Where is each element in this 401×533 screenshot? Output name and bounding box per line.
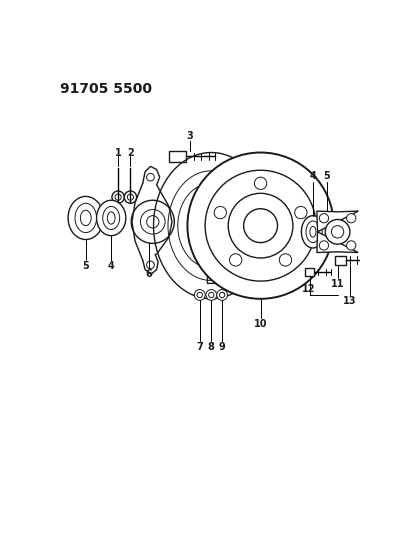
Ellipse shape	[75, 203, 97, 232]
Ellipse shape	[80, 210, 91, 225]
Text: 4: 4	[310, 172, 316, 181]
Ellipse shape	[302, 216, 324, 248]
Ellipse shape	[107, 212, 115, 224]
Text: 6: 6	[146, 269, 152, 279]
Circle shape	[209, 292, 214, 297]
Text: 91705 5500: 91705 5500	[61, 82, 152, 95]
Circle shape	[147, 216, 159, 228]
Circle shape	[319, 214, 328, 223]
Circle shape	[325, 220, 350, 244]
Ellipse shape	[97, 200, 126, 236]
Circle shape	[196, 199, 250, 253]
Text: 7: 7	[196, 342, 203, 352]
PathPatch shape	[317, 211, 358, 253]
FancyBboxPatch shape	[305, 268, 314, 276]
Text: 9: 9	[219, 342, 225, 352]
FancyBboxPatch shape	[335, 256, 346, 265]
Circle shape	[228, 193, 293, 258]
Circle shape	[363, 256, 372, 265]
Circle shape	[217, 289, 227, 301]
Circle shape	[205, 170, 316, 281]
Text: 3: 3	[186, 131, 193, 141]
Circle shape	[197, 292, 203, 297]
Ellipse shape	[318, 220, 335, 244]
Ellipse shape	[306, 221, 320, 243]
Text: 8: 8	[208, 342, 215, 352]
Circle shape	[131, 200, 174, 244]
Circle shape	[206, 289, 217, 301]
FancyBboxPatch shape	[169, 151, 186, 161]
Circle shape	[219, 292, 225, 297]
Circle shape	[279, 254, 292, 266]
Circle shape	[147, 261, 154, 269]
Circle shape	[214, 206, 227, 219]
Text: 2: 2	[127, 148, 134, 158]
Circle shape	[346, 214, 356, 223]
Text: 1: 1	[115, 148, 122, 158]
Circle shape	[244, 209, 277, 243]
Circle shape	[140, 209, 165, 234]
Circle shape	[229, 254, 242, 266]
Ellipse shape	[310, 227, 316, 237]
Circle shape	[207, 210, 238, 241]
Circle shape	[147, 173, 154, 181]
Text: 5: 5	[324, 172, 330, 181]
Circle shape	[346, 241, 356, 250]
Text: 11: 11	[331, 279, 344, 289]
Ellipse shape	[103, 206, 119, 230]
Circle shape	[215, 218, 231, 233]
Circle shape	[295, 206, 307, 219]
Text: 5: 5	[82, 261, 89, 271]
Circle shape	[331, 225, 344, 238]
Ellipse shape	[322, 224, 331, 239]
Ellipse shape	[68, 196, 103, 239]
Circle shape	[187, 152, 334, 299]
Text: 12: 12	[302, 284, 315, 294]
Circle shape	[319, 241, 328, 250]
Text: 4: 4	[108, 261, 115, 271]
Text: 13: 13	[343, 296, 356, 306]
Text: 10: 10	[254, 319, 267, 329]
Circle shape	[194, 289, 205, 301]
Circle shape	[254, 177, 267, 189]
